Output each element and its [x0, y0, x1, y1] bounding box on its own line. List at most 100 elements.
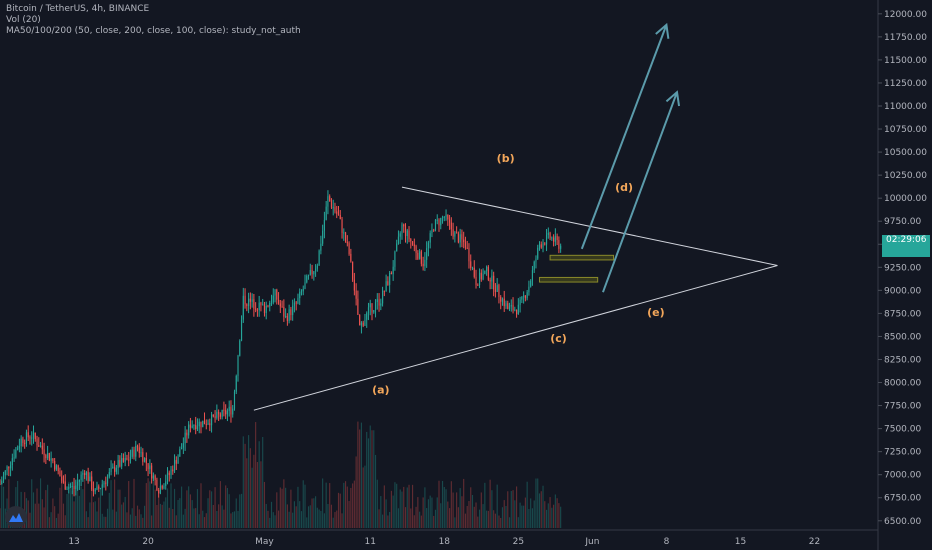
volume-bar	[43, 507, 45, 528]
candle	[394, 251, 396, 267]
candle	[286, 316, 288, 321]
candle	[447, 214, 449, 220]
candle	[221, 409, 223, 417]
candle	[374, 302, 377, 311]
volume-bar	[163, 501, 165, 528]
candle	[422, 263, 424, 267]
volume-bar	[403, 486, 405, 528]
candle	[413, 244, 415, 247]
candle	[461, 234, 463, 240]
candle	[489, 279, 491, 282]
volume-bar	[516, 486, 518, 528]
candle	[0, 483, 1, 485]
volume-bar	[427, 499, 429, 528]
volume-bar	[373, 430, 375, 528]
candle	[337, 213, 340, 216]
volume-bar	[200, 483, 202, 528]
volume-bar	[73, 501, 75, 528]
candle	[66, 488, 68, 490]
price-tick-label: 11750.00	[884, 33, 927, 43]
candle	[52, 458, 54, 461]
volume-bar	[101, 513, 103, 528]
candle	[524, 295, 526, 299]
candle	[330, 201, 333, 208]
price-tick-label: 7250.00	[884, 448, 921, 458]
time-tick-label: 25	[513, 537, 524, 547]
price-tick-label: 6500.00	[884, 517, 921, 527]
volume-bar	[142, 517, 144, 528]
volume-bar	[216, 510, 218, 528]
candle	[78, 479, 80, 482]
candle	[307, 274, 310, 276]
candle	[540, 244, 542, 248]
candle	[27, 432, 29, 438]
candle	[348, 243, 350, 254]
volume-bar	[239, 494, 241, 528]
candle	[496, 285, 498, 292]
candle	[468, 248, 470, 262]
candle	[20, 438, 22, 447]
volume-bar	[212, 504, 214, 528]
volume-bar	[507, 491, 509, 528]
volume-bar	[362, 467, 364, 528]
time-tick-label: 11	[365, 537, 376, 547]
volume-bar	[207, 498, 209, 528]
volume-bar	[281, 488, 283, 528]
volume-bar	[318, 509, 320, 528]
projection-arrow	[580, 24, 668, 250]
candle	[80, 474, 82, 480]
candle	[136, 445, 139, 448]
trendline-lower	[253, 264, 778, 411]
volume-bar	[262, 436, 264, 528]
candle	[436, 219, 438, 221]
candle	[216, 411, 218, 418]
volume-bar	[267, 510, 269, 528]
volume-bar	[286, 504, 288, 528]
candle	[521, 296, 523, 300]
candle	[18, 446, 20, 449]
wave-label: (c)	[550, 332, 567, 345]
volume-bar	[411, 484, 414, 528]
volume-bar	[366, 431, 368, 528]
volume-bar	[172, 509, 174, 528]
volume-bar	[223, 509, 225, 528]
tradingview-logo-icon[interactable]	[5, 506, 27, 528]
candle	[473, 267, 475, 277]
volume-bar	[189, 494, 191, 528]
volume-bar	[429, 495, 431, 528]
volume-bar	[501, 507, 504, 528]
candle	[246, 304, 248, 306]
volume-bar	[8, 479, 10, 528]
candle	[265, 305, 267, 313]
volume-bar	[59, 487, 61, 528]
candle	[203, 420, 206, 425]
candle	[434, 220, 437, 231]
candle	[441, 217, 444, 219]
candle	[283, 307, 285, 317]
volume-bar	[78, 495, 80, 528]
candle	[551, 237, 553, 239]
legend-symbol-title: Bitcoin / TetherUS, 4h, BINANCE	[6, 4, 150, 14]
candle	[32, 432, 35, 438]
candle	[91, 476, 93, 489]
target-box	[549, 254, 615, 261]
volume-bar	[456, 492, 458, 528]
candle	[494, 289, 496, 292]
candle	[179, 449, 181, 457]
candle	[240, 319, 243, 341]
volume-bar	[450, 481, 452, 528]
volume-bar	[302, 480, 304, 528]
volume-bar	[105, 516, 107, 528]
legend-volume: Vol (20)	[6, 15, 41, 25]
volume-bar	[168, 507, 170, 528]
candle	[362, 322, 364, 326]
volume-bar	[496, 484, 498, 528]
candle	[339, 215, 341, 220]
volume-bar	[237, 510, 239, 528]
candle	[230, 406, 232, 415]
volume-bar	[364, 465, 366, 528]
candle	[535, 258, 537, 262]
candle	[4, 470, 6, 476]
candle	[507, 303, 509, 309]
